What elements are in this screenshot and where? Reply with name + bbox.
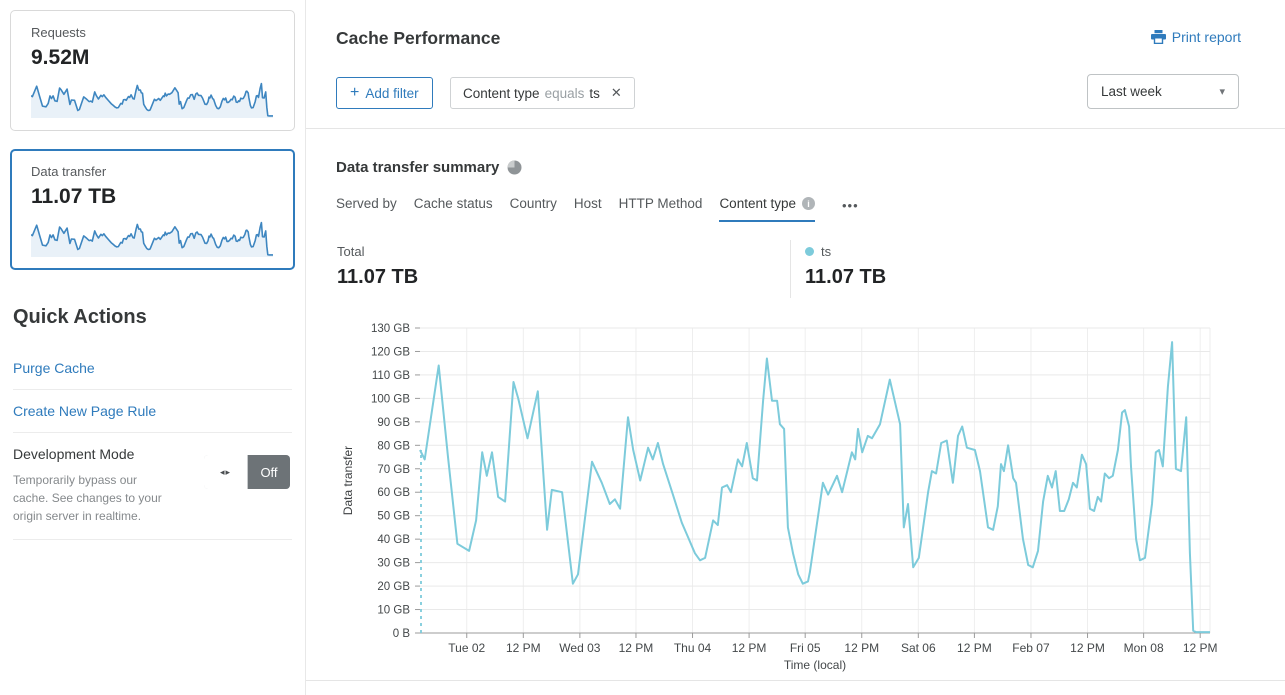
svg-text:12 PM: 12 PM xyxy=(1070,641,1105,655)
metric-card-data-transfer[interactable]: Data transfer 11.07 TB xyxy=(10,149,295,270)
total-value: 11.07 TB xyxy=(337,266,419,288)
svg-text:Fri 05: Fri 05 xyxy=(790,641,821,655)
svg-text:12 PM: 12 PM xyxy=(957,641,992,655)
plus-icon: + xyxy=(350,84,360,101)
svg-text:90 GB: 90 GB xyxy=(377,417,410,429)
data-transfer-chart[interactable]: Tue 02 12 PM Wed 03 12 PM Thu 04 12 PM Fri 05 1… xyxy=(336,316,1236,685)
svg-text:Data transfer: Data transfer xyxy=(341,446,355,515)
svg-text:30 GB: 30 GB xyxy=(377,558,410,570)
tab-label: HTTP Method xyxy=(618,196,703,211)
filter-value: ts xyxy=(589,85,600,101)
tab-country[interactable]: Country xyxy=(510,196,557,222)
total-label: Total xyxy=(337,244,365,259)
quick-actions-title: Quick Actions xyxy=(13,306,147,328)
svg-text:Tue 02: Tue 02 xyxy=(448,641,485,655)
svg-text:60 GB: 60 GB xyxy=(377,487,410,499)
svg-text:50 GB: 50 GB xyxy=(377,511,410,523)
development-mode-label: Development Mode xyxy=(13,446,135,462)
page-title: Cache Performance xyxy=(336,28,501,48)
chevron-down-icon: ▾ xyxy=(1219,86,1225,98)
svg-text:Feb 07: Feb 07 xyxy=(1012,641,1050,655)
svg-text:12 PM: 12 PM xyxy=(1183,641,1218,655)
svg-text:120 GB: 120 GB xyxy=(371,346,410,358)
data-transfer-sparkline xyxy=(31,221,273,257)
svg-text:12 PM: 12 PM xyxy=(732,641,767,655)
main-content: Cache Performance Print report + Add fil… xyxy=(306,0,1285,695)
legend-series-name: ts xyxy=(821,244,832,259)
print-report-label: Print report xyxy=(1171,29,1241,45)
date-range-value: Last week xyxy=(1101,84,1162,99)
toggle-state-label: Off xyxy=(248,455,290,489)
legend-dot-icon xyxy=(805,247,814,256)
svg-text:Wed 03: Wed 03 xyxy=(559,641,600,655)
header-divider xyxy=(306,128,1285,129)
tab-http-method[interactable]: HTTP Method xyxy=(619,196,703,222)
svg-text:Sat 06: Sat 06 xyxy=(901,641,936,655)
sidebar: Requests 9.52M Data transfer 11.07 TB Qu… xyxy=(0,0,306,695)
tab-served-by[interactable]: Served by xyxy=(336,196,397,222)
bottom-divider xyxy=(306,680,1285,681)
svg-text:0 B: 0 B xyxy=(393,628,411,640)
svg-text:Thu 04: Thu 04 xyxy=(674,641,712,655)
filter-chip: Content type equals ts ✕ xyxy=(450,77,635,109)
tab-label: Cache status xyxy=(413,196,493,211)
filter-operator: equals xyxy=(544,85,585,101)
development-mode-description: Temporarily bypass our cache. See change… xyxy=(13,473,162,523)
metric-value: 9.52M xyxy=(31,46,90,69)
add-filter-button[interactable]: + Add filter xyxy=(336,77,433,109)
tabs-overflow-menu[interactable]: ••• xyxy=(842,198,859,213)
pie-icon xyxy=(507,160,522,175)
svg-text:12 PM: 12 PM xyxy=(506,641,541,655)
tab-label: Served by xyxy=(336,196,397,211)
tab-label: Country xyxy=(509,196,557,211)
svg-text:100 GB: 100 GB xyxy=(371,393,410,405)
svg-text:110 GB: 110 GB xyxy=(372,370,410,382)
print-report-link[interactable]: Print report xyxy=(1150,29,1241,45)
printer-icon xyxy=(1150,30,1166,44)
svg-text:Mon 08: Mon 08 xyxy=(1124,641,1164,655)
requests-sparkline xyxy=(31,82,273,118)
add-filter-label: Add filter xyxy=(365,85,419,101)
purge-cache-link[interactable]: Purge Cache xyxy=(13,347,292,390)
svg-text:80 GB: 80 GB xyxy=(377,440,410,452)
create-page-rule-link[interactable]: Create New Page Rule xyxy=(13,390,292,433)
summary-section-title: Data transfer summary xyxy=(336,159,522,176)
summary-tabs: Served by Cache status Country Host HTTP… xyxy=(336,196,859,222)
summary-title-text: Data transfer summary xyxy=(336,159,500,176)
totals-divider xyxy=(790,240,791,298)
development-mode-row: Development Mode Temporarily bypass our … xyxy=(13,433,292,540)
metric-label: Data transfer xyxy=(31,164,107,179)
info-icon[interactable]: i xyxy=(802,197,815,210)
svg-text:20 GB: 20 GB xyxy=(377,581,410,593)
svg-text:12 PM: 12 PM xyxy=(844,641,879,655)
svg-text:40 GB: 40 GB xyxy=(377,534,410,546)
svg-text:12 PM: 12 PM xyxy=(619,641,654,655)
svg-text:130 GB: 130 GB xyxy=(371,323,410,335)
filter-field: Content type xyxy=(463,85,540,101)
date-range-select[interactable]: Last week ▾ xyxy=(1087,74,1239,109)
svg-text:Time (local): Time (local) xyxy=(784,658,846,672)
legend-entry: ts xyxy=(805,244,886,259)
tab-cache-status[interactable]: Cache status xyxy=(414,196,493,222)
development-mode-toggle[interactable]: ◂▸ Off xyxy=(204,455,290,489)
legend-series-value: 11.07 TB xyxy=(805,266,887,288)
tab-label: Content type xyxy=(719,196,796,211)
tab-label: Host xyxy=(573,196,602,211)
metric-value: 11.07 TB xyxy=(31,185,117,208)
svg-text:70 GB: 70 GB xyxy=(377,464,410,476)
tab-content-type[interactable]: Content type i xyxy=(719,196,815,222)
metric-card-requests[interactable]: Requests 9.52M xyxy=(10,10,295,131)
metric-label: Requests xyxy=(31,25,86,40)
tab-host[interactable]: Host xyxy=(574,196,602,222)
close-icon[interactable]: ✕ xyxy=(610,85,622,100)
legend-block: ts 11.07 TB xyxy=(805,244,886,289)
svg-text:10 GB: 10 GB xyxy=(377,605,410,617)
quick-actions: Quick Actions Purge Cache Create New Pag… xyxy=(10,306,295,540)
total-block: Total 11.07 TB xyxy=(337,244,418,289)
toggle-arrows-icon: ◂▸ xyxy=(204,455,248,489)
